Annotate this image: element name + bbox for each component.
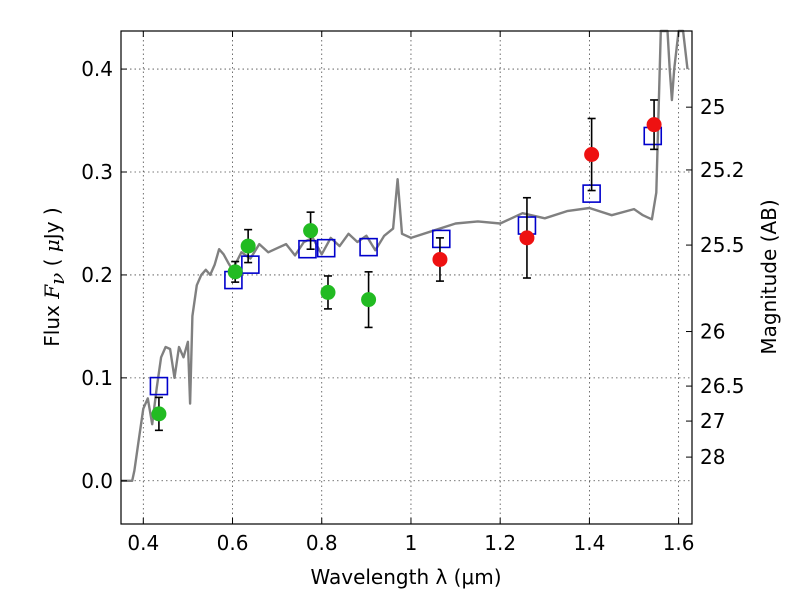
data-point-circle (646, 117, 662, 133)
plot-frame (120, 30, 693, 525)
data-series (149, 99, 663, 432)
model-spectrum (121, 29, 689, 482)
data-point-circle (240, 238, 256, 254)
model-point-square (359, 237, 378, 257)
x-tick-label: 1.4 (573, 531, 605, 555)
y-tick-label: 0.1 (81, 366, 113, 390)
y-tick-label: 0.4 (81, 57, 113, 81)
y-tick-label: 0.0 (81, 469, 113, 493)
y-axis-label: Flux Fν ( μJy ) (40, 207, 69, 346)
y-tick-label: 0.3 (81, 160, 113, 184)
x-tick-label: 0.4 (127, 531, 159, 555)
x-tick-label: 1 (405, 531, 418, 555)
right-tick-label: 26.5 (700, 374, 745, 398)
x-axis-label: Wavelength λ (μm) (310, 565, 501, 589)
model-point-square (149, 376, 169, 396)
data-point-circle (519, 230, 535, 246)
data-point-circle (361, 292, 377, 308)
right-tick-label: 27 (700, 409, 725, 433)
spectrum-line (121, 29, 689, 482)
data-point-circle (303, 223, 319, 239)
model-point-square (316, 238, 336, 258)
right-axis-label: Magnitude (AB) (757, 199, 781, 354)
right-tick-label: 25 (700, 95, 725, 119)
right-tick-label: 25.5 (700, 233, 745, 257)
x-tick-label: 1.2 (484, 531, 516, 555)
model-point-square (431, 229, 451, 249)
right-tick-label: 25.2 (700, 158, 745, 182)
x-tick-label: 0.8 (306, 531, 338, 555)
data-point-circle (151, 406, 167, 422)
right-tick-label: 26 (700, 320, 725, 344)
data-point-circle (320, 284, 336, 300)
right-tick-label: 28 (700, 445, 725, 469)
model-point-square (298, 239, 317, 259)
grid (121, 31, 692, 524)
data-point-circle (584, 147, 600, 163)
plot-background (121, 31, 692, 524)
data-point-circle (432, 251, 448, 267)
axis-ticks: 0.4 0.6 0.8 1 1.2 1.4 1.6 0.0 0.1 0.2 0.3 0.4 25 25.2… (81, 31, 745, 555)
y-tick-label: 0.2 (81, 263, 113, 287)
x-tick-label: 0.6 (217, 531, 249, 555)
x-tick-label: 1.6 (663, 531, 695, 555)
model-point-square (241, 255, 260, 274)
data-point-circle (227, 264, 243, 280)
